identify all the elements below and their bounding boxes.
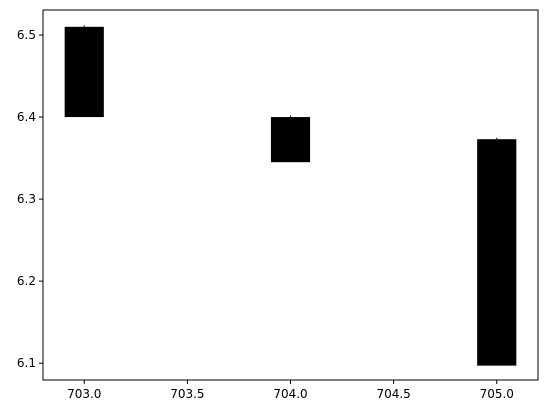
x-tick-label-2: 704.0	[273, 387, 307, 401]
x-tick-label-3: 704.5	[376, 387, 410, 401]
y-tick-label-0: 6.1	[17, 356, 36, 370]
bars-group	[64, 25, 517, 366]
x-tick-label-1: 703.5	[170, 387, 204, 401]
x-axis-ticks: 703.0 703.5 704.0 704.5 705.0	[67, 380, 514, 401]
y-axis-ticks: 6.1 6.2 6.3 6.4 6.5	[17, 28, 43, 370]
x-tick-label-4: 705.0	[480, 387, 514, 401]
bar-0	[64, 26, 104, 118]
bar-2	[477, 139, 517, 366]
y-tick-label-3: 6.4	[17, 110, 36, 124]
y-tick-label-4: 6.5	[17, 28, 36, 42]
plot-frame	[42, 9, 539, 381]
y-tick-label-1: 6.2	[17, 274, 36, 288]
y-tick-label-2: 6.3	[17, 192, 36, 206]
x-tick-label-0: 703.0	[67, 387, 101, 401]
bar-1	[270, 117, 311, 163]
